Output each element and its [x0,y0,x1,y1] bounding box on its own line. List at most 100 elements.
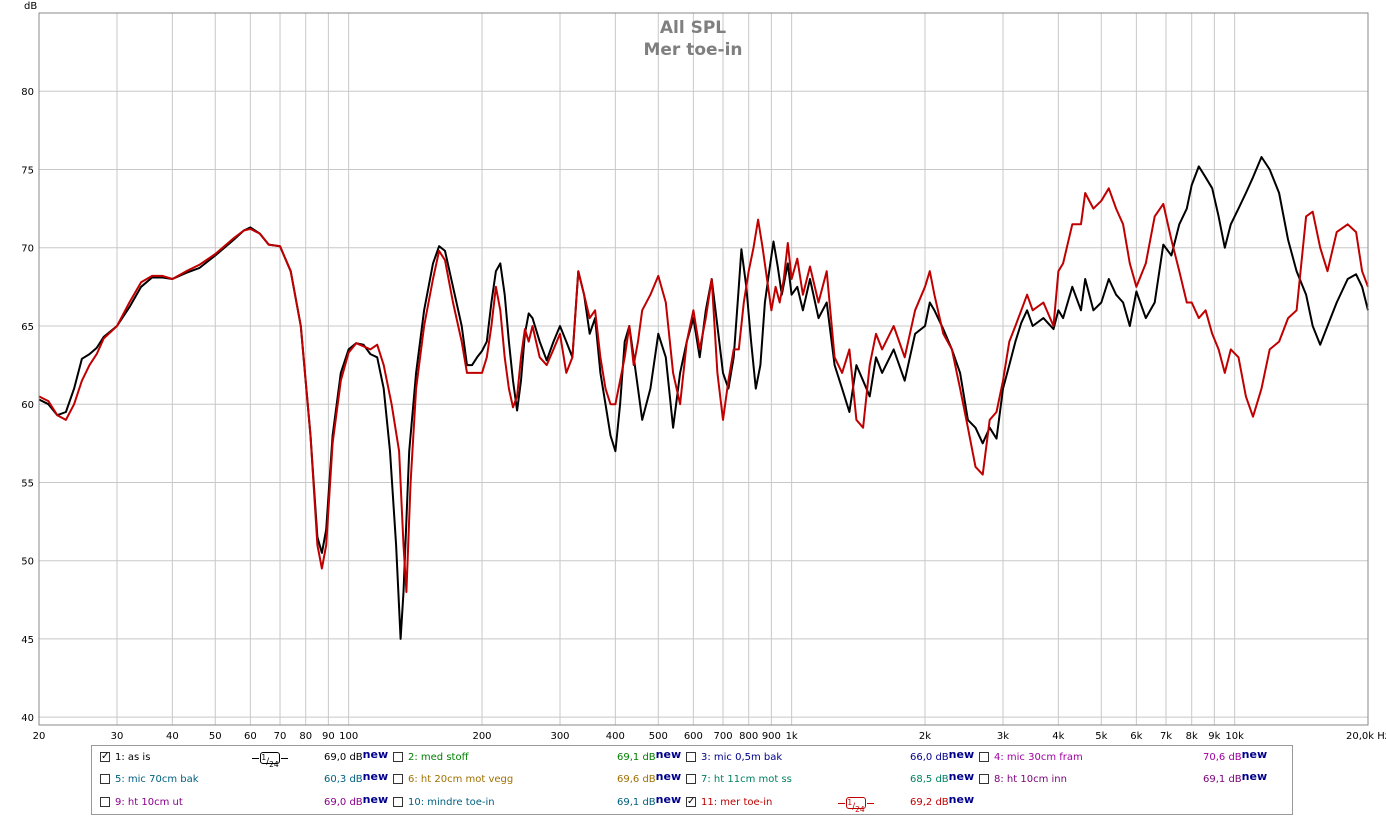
legend-label: 3: mic 0,5m bak [701,752,783,763]
y-tick-label: 80 [21,87,34,98]
x-tick-label: 7k [1160,731,1172,742]
legend-item: 3: mic 0,5m bak 66,0 dBnew [686,748,976,766]
legend-label: 9: ht 10cm ut [115,797,183,808]
legend-item: ✓ 1: as is 1/24 69,0 dBnew [100,748,390,769]
x-tick-label: 200 [472,731,491,742]
legend-level: 69,6 dBnew [617,770,682,785]
legend-level: 70,6 dBnew [1203,748,1268,763]
chart-subtitle: Mer toe-in [643,40,742,60]
x-tick-label: 10k [1225,731,1244,742]
new-tag: new [1241,748,1268,761]
y-tick-label: 40 [21,713,34,724]
plot-area [39,13,1368,725]
x-tick-label: 500 [649,731,668,742]
y-tick-label: 75 [21,165,34,176]
new-tag: new [948,793,975,806]
legend-item: 4: mic 30cm fram 70,6 dBnew [979,748,1269,766]
chart-title: All SPL [660,18,726,38]
x-tick-label: 60 [244,731,257,742]
new-tag: new [655,748,682,761]
x-tick-label: 300 [550,731,569,742]
legend-level: 68,5 dBnew [910,770,975,785]
smoothing-badge[interactable]: 1/24 [252,752,288,769]
legend-checkbox[interactable] [979,752,989,762]
y-tick-label: 70 [21,244,34,255]
legend-checkbox[interactable] [393,752,403,762]
legend-item: 6: ht 20cm mot vegg 69,6 dBnew [393,770,683,788]
legend-item: 2: med stoff 69,1 dBnew [393,748,683,766]
legend-label: 8: ht 10cm inn [994,774,1067,785]
new-tag: new [362,748,389,761]
new-tag: new [948,748,975,761]
x-tick-label: 20 [33,731,46,742]
legend-panel: ✓ 1: as is 1/24 69,0 dBnew 2: med stoff 69,1 … [91,745,1293,815]
x-tick-label: 8k [1186,731,1198,742]
legend-label: 4: mic 30cm fram [994,752,1083,763]
x-tick-label: 6k [1130,731,1142,742]
y-tick-label: 50 [21,557,34,568]
new-tag: new [362,770,389,783]
legend-label: 6: ht 20cm mot vegg [408,774,514,785]
legend-level: 69,0 dBnew [324,748,389,763]
series-line-2[interactable] [38,187,1369,593]
legend-label: 11: mer toe-in [701,797,773,808]
legend-item: 10: mindre toe-in 69,1 dBnew [393,793,683,811]
legend-checkbox[interactable] [100,797,110,807]
legend-checkbox[interactable] [686,752,696,762]
x-tick-label: 70 [274,731,287,742]
x-tick-label: 40 [166,731,179,742]
legend-checkbox[interactable] [686,774,696,784]
legend-checkbox[interactable]: ✓ [100,751,110,762]
x-tick-label: 30 [111,731,124,742]
x-tick-label: 800 [739,731,758,742]
y-axis-label: dB [24,1,37,12]
y-tick-label: 60 [21,400,34,411]
new-tag: new [1241,770,1268,783]
x-tick-label: 3k [997,731,1009,742]
x-tick-label: 5k [1095,731,1107,742]
legend-label: 10: mindre toe-in [408,797,495,808]
x-tick-label: 80 [299,731,312,742]
x-tick-label: 600 [684,731,703,742]
plot-frame [38,12,1369,726]
legend-level: 69,0 dBnew [324,793,389,808]
x-tick-label: 100 [339,731,358,742]
legend-item: ✓ 11: mer toe-in 1/24 69,2 dBnew [686,793,976,814]
legend-checkbox[interactable]: ✓ [686,796,696,807]
x-tick-label: 50 [209,731,222,742]
legend-checkbox[interactable] [393,797,403,807]
legend-label: 7: ht 11cm mot ss [701,774,792,785]
new-tag: new [362,793,389,806]
legend-level: 69,1 dBnew [617,793,682,808]
new-tag: new [655,793,682,806]
legend-checkbox[interactable] [979,774,989,784]
legend-level: 66,0 dBnew [910,748,975,763]
new-tag: new [655,770,682,783]
y-tick-label: 45 [21,635,34,646]
x-tick-label: 90 [322,731,335,742]
legend-label: 2: med stoff [408,752,469,763]
x-tick-label: 400 [606,731,625,742]
legend-level: 69,1 dBnew [1203,770,1268,785]
legend-level: 69,2 dBnew [910,793,975,808]
spl-chart[interactable]: 40 45 50 55 60 65 70 75 80 dB 20 30 40 50 60 70 80 90 100 2… [0,0,1386,745]
legend-level: 69,1 dBnew [617,748,682,763]
legend-item: 5: mic 70cm bak 60,3 dBnew [100,770,390,788]
legend-checkbox[interactable] [393,774,403,784]
x-tick-label: 9k [1208,731,1220,742]
legend-item: 7: ht 11cm mot ss 68,5 dBnew [686,770,976,788]
legend-label: 5: mic 70cm bak [115,774,199,785]
x-tick-label: 900 [762,731,781,742]
x-tick-label: 2k [919,731,931,742]
legend-checkbox[interactable] [100,774,110,784]
y-tick-label: 65 [21,322,34,333]
x-tick-label: 20,0k Hz [1346,731,1386,742]
legend-item: 8: ht 10cm inn 69,1 dBnew [979,770,1269,788]
legend-item: 9: ht 10cm ut 69,0 dBnew [100,793,390,811]
smoothing-badge[interactable]: 1/24 [838,797,874,814]
x-tick-label: 4k [1052,731,1064,742]
new-tag: new [948,770,975,783]
x-tick-label: 700 [713,731,732,742]
legend-label: 1: as is [115,752,151,763]
y-tick-label: 55 [21,478,34,489]
